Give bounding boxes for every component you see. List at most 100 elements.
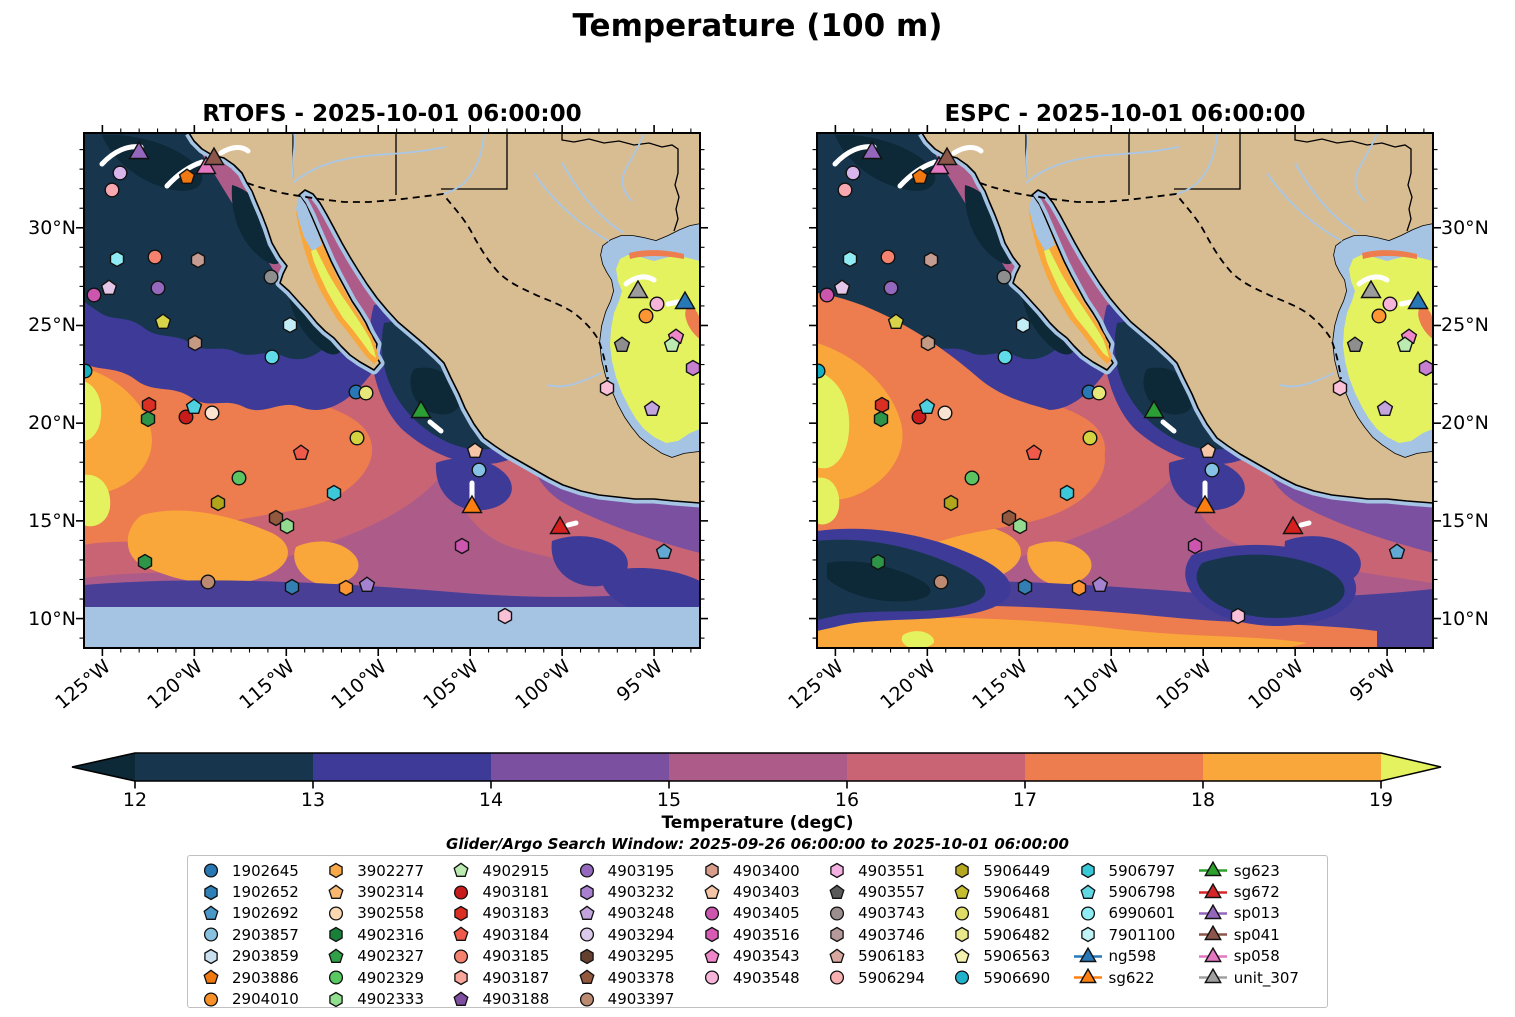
- argo-marker: [1204, 462, 1220, 478]
- argo-marker: [933, 574, 949, 590]
- lon-tick-label: 120°W: [143, 655, 208, 714]
- argo-legend-icon: [1079, 884, 1096, 899]
- legend-label: 5906797: [1108, 861, 1176, 880]
- glider-marker: [861, 140, 883, 160]
- colorbar-tick-label: 13: [300, 789, 326, 811]
- legend-label: 4902333: [357, 990, 425, 1009]
- legend-entry: 4902327: [321, 946, 446, 967]
- legend-entry: 4903557: [822, 881, 947, 902]
- argo-legend-icon: [453, 991, 470, 1006]
- glider-marker: [203, 146, 225, 166]
- legend-entry: 5906797: [1073, 860, 1198, 881]
- argo-legend-icon: [454, 949, 469, 964]
- lat-tick-label: 20°N: [1441, 412, 1489, 435]
- argo-marker: [1071, 579, 1087, 597]
- legend-column: 5906449 5906468 5906481 5906482 5906563 59066…: [947, 860, 1072, 1010]
- argo-legend-icon: [328, 948, 344, 963]
- argo-legend-icon: [829, 948, 845, 963]
- legend-label: 2904010: [232, 990, 299, 1009]
- legend-entry: 4903187: [446, 967, 571, 988]
- argo-legend-icon: [329, 862, 343, 879]
- legend-label: 5906563: [983, 947, 1051, 966]
- argo-marker: [210, 494, 226, 512]
- lon-tick-label: 125°W: [51, 655, 116, 714]
- axis-ticks: [809, 125, 1441, 656]
- legend-entry: 3902314: [321, 881, 446, 902]
- legend-box: 1902645 1902652 1902692 2903857 2903859 29038…: [187, 855, 1328, 1008]
- glider-legend-icon: [1198, 861, 1227, 877]
- legend-label: 1902645: [232, 861, 299, 880]
- argo-legend-icon: [830, 906, 845, 921]
- legend-entry: 4903516: [697, 924, 822, 945]
- panel-title-rtofs: RTOFS - 2025-10-01 06:00:00: [202, 101, 582, 127]
- argo-marker: [154, 313, 172, 330]
- legend-label: 4903232: [607, 883, 675, 902]
- legend-label: 4903397: [607, 990, 675, 1009]
- lon-tick-label: 110°W: [1060, 655, 1125, 714]
- legend-entry: sp058: [1198, 946, 1323, 967]
- espc-map: [809, 125, 1441, 656]
- argo-marker: [204, 405, 220, 421]
- colorbar-tick-label: 17: [1012, 789, 1038, 811]
- legend-entry: 5906449: [947, 860, 1072, 881]
- argo-legend-icon: [954, 884, 970, 899]
- argo-marker: [1001, 509, 1017, 527]
- legend-entry: 4903232: [572, 881, 697, 902]
- platform-markers: [84, 140, 700, 625]
- legend-label: 4903181: [482, 883, 550, 902]
- argo-marker: [292, 444, 310, 460]
- legend-entry: 4903188: [446, 988, 571, 1009]
- legend-label: 4903378: [607, 968, 675, 987]
- legend-label: 5906482: [983, 925, 1051, 944]
- colorbar-tick-label: 19: [1368, 789, 1394, 811]
- legend-column: sg623 sg672 sp013 sp041 sp058 unit_307: [1198, 860, 1323, 1010]
- legend-entry: sp041: [1198, 924, 1323, 945]
- argo-legend-icon: [705, 927, 719, 943]
- argo-marker: [466, 442, 484, 458]
- glider-trail: [951, 145, 984, 156]
- legend-entry: 5906482: [947, 924, 1072, 945]
- legend-entry: 5906468: [947, 881, 1072, 902]
- argo-marker: [86, 287, 102, 303]
- legend-entry: 2903886: [196, 967, 321, 988]
- lon-tick-label: 115°W: [968, 655, 1033, 714]
- lon-tick-label: 95°W: [1345, 655, 1400, 707]
- glider-marker: [1282, 515, 1304, 535]
- argo-marker: [1332, 379, 1348, 397]
- argo-marker: [943, 494, 959, 512]
- argo-marker: [599, 379, 615, 397]
- glider-trail: [565, 520, 579, 528]
- argo-marker: [1015, 316, 1031, 334]
- argo-legend-icon: [704, 970, 719, 985]
- argo-legend-icon: [954, 948, 970, 963]
- glider-trail: [427, 419, 444, 434]
- argo-legend-icon: [204, 948, 218, 964]
- legend-label: 4902316: [357, 925, 425, 944]
- glider-trail: [1356, 274, 1390, 287]
- colorbar-tick-label: 16: [834, 789, 860, 811]
- argo-legend-icon: [204, 884, 218, 900]
- argo-legend-icon: [579, 991, 594, 1007]
- argo-marker: [1091, 385, 1107, 401]
- glider-trail: [623, 274, 657, 287]
- argo-marker: [1012, 517, 1028, 535]
- legend-entry: sp013: [1198, 903, 1323, 924]
- argo-legend-icon: [329, 970, 344, 985]
- glider-marker: [1143, 399, 1165, 419]
- argo-marker: [231, 470, 247, 486]
- argo-marker: [1091, 576, 1109, 592]
- glider-marker: [1194, 494, 1216, 514]
- colorbar: [71, 752, 1442, 789]
- legend-entry: 6990601: [1073, 903, 1198, 924]
- argo-marker: [870, 553, 886, 571]
- map-frame: [83, 132, 701, 649]
- argo-marker: [141, 396, 157, 414]
- argo-marker: [643, 400, 661, 416]
- legend-label: 5906690: [983, 968, 1051, 987]
- glider-marker: [128, 140, 150, 160]
- colorbar-tick-label: 14: [478, 789, 504, 811]
- legend-label: sp013: [1233, 904, 1280, 923]
- legend-entry: 4903403: [697, 881, 822, 902]
- legend-label: 4903185: [482, 947, 550, 966]
- glider-marker: [410, 399, 432, 419]
